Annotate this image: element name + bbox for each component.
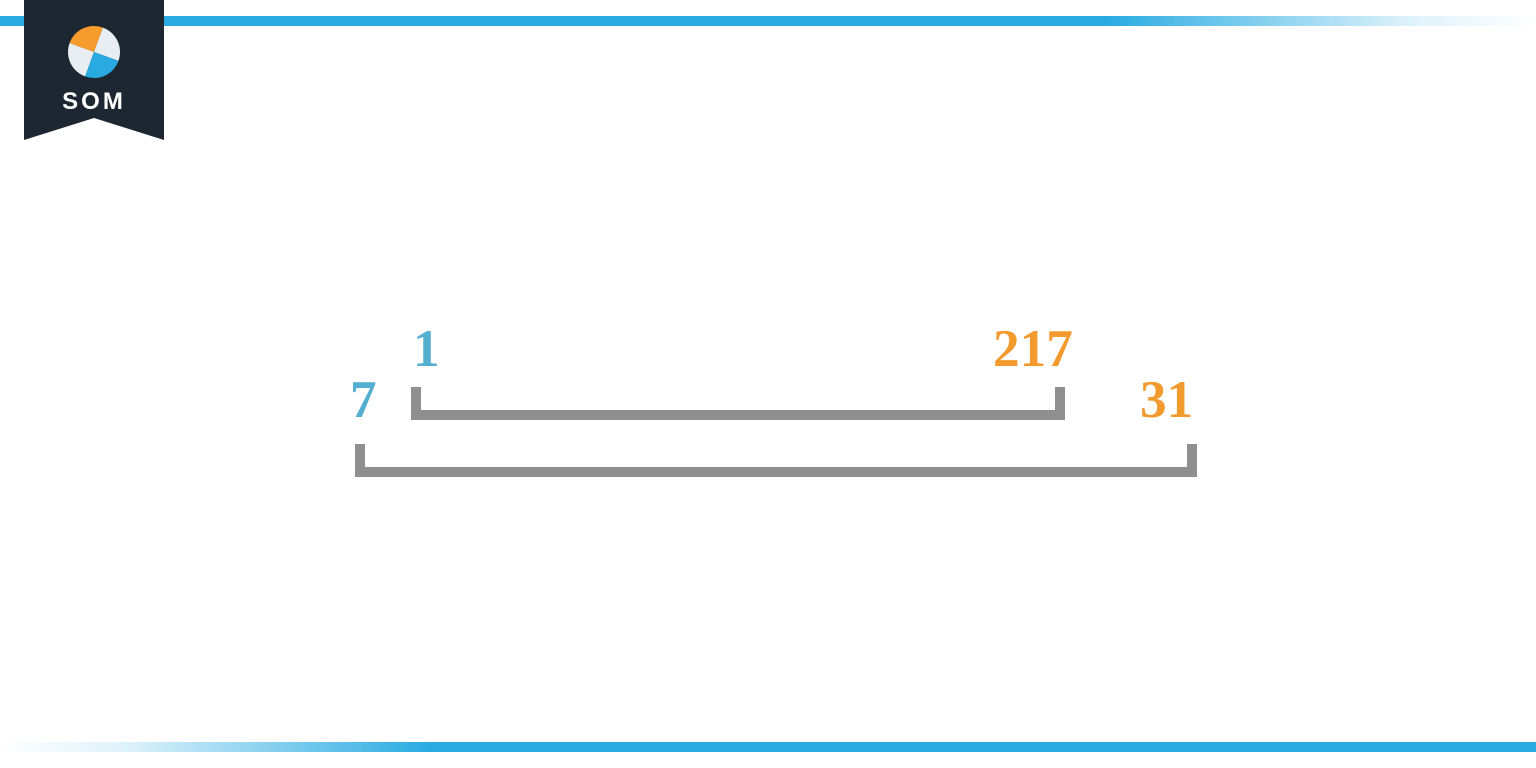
factor-number: 7 — [350, 373, 377, 426]
logo-icon — [61, 18, 128, 85]
factor-brackets-svg — [0, 0, 1536, 768]
factor-number: 31 — [1140, 373, 1193, 426]
bracket-line — [360, 444, 1192, 472]
brand-badge: SOM STORY OF MATHEMATICS — [24, 0, 164, 160]
bracket-line — [416, 387, 1060, 415]
factor-number: 217 — [993, 322, 1073, 375]
brand-title: SOM — [62, 88, 126, 116]
factor-number: 1 — [413, 322, 440, 375]
